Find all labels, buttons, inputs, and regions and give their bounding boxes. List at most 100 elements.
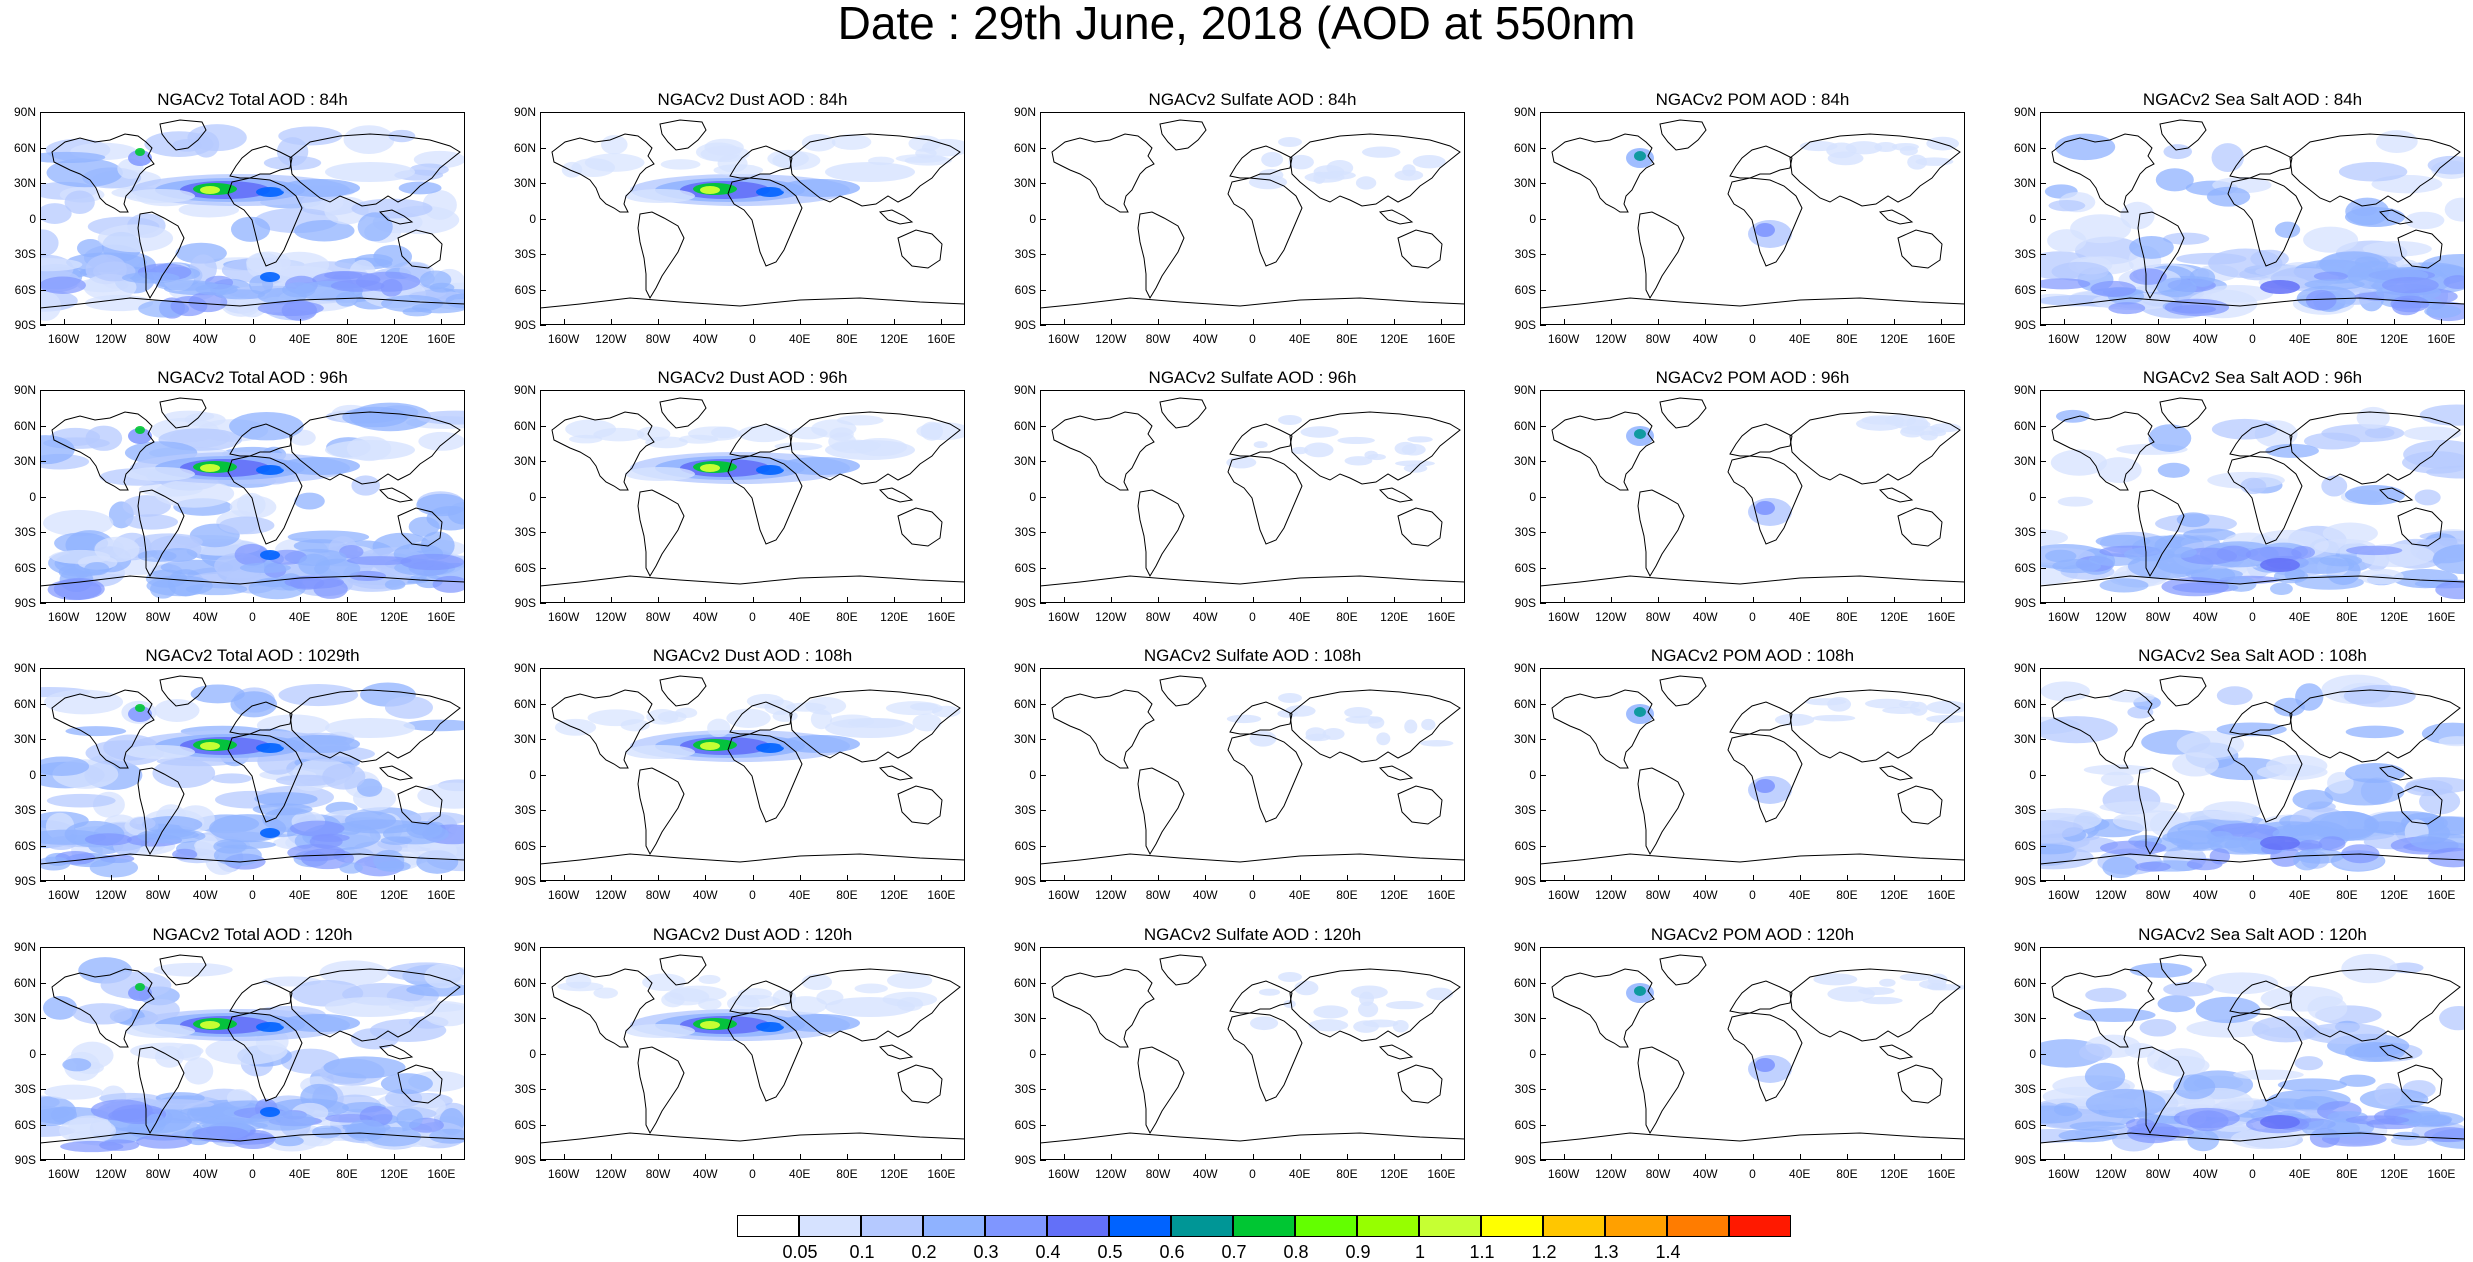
aod-field bbox=[1040, 397, 1465, 603]
lon-tick bbox=[1110, 1154, 1112, 1160]
lon-tick bbox=[2441, 597, 2443, 603]
lat-tick-label: 30S bbox=[14, 525, 36, 539]
lat-tick bbox=[540, 567, 546, 569]
panel-title: NGACv2 Sulfate AOD : 84h bbox=[1148, 90, 1357, 109]
aod-field bbox=[540, 954, 965, 1160]
aod-field bbox=[540, 397, 965, 603]
lat-tick bbox=[1540, 1053, 1546, 1055]
map-panel: NGACv2 Sea Salt AOD : 120h 90N 60N 30N 0 30S 6… bbox=[2000, 925, 2473, 1193]
lat-tick bbox=[40, 112, 46, 113]
panel-title: NGACv2 Sea Salt AOD : 84h bbox=[2142, 90, 2363, 109]
lon-tick bbox=[1846, 875, 1848, 881]
lon-tick-label: 80E bbox=[1836, 610, 1858, 624]
lat-tick bbox=[1040, 774, 1046, 776]
lat-tick-label: 60N bbox=[2013, 418, 2036, 433]
map-panel: NGACv2 Total AOD : 1029th 90N 60N 30N 0 30S 60… bbox=[0, 646, 500, 914]
aod-field bbox=[1540, 675, 1965, 881]
aod-map bbox=[1040, 390, 1465, 603]
lat-tick-label: 0 bbox=[1029, 211, 1036, 226]
lon-tick-label: 0 bbox=[2249, 888, 2256, 902]
lat-tick bbox=[40, 218, 46, 220]
lat-tick-label: 90N bbox=[2013, 105, 2036, 119]
lat-tick-label: 90N bbox=[1513, 383, 1536, 397]
lat-tick-label: 30S bbox=[14, 1082, 36, 1096]
lon-tick-label: 40E bbox=[1789, 610, 1811, 624]
lon-tick-label: 80W bbox=[2145, 888, 2171, 902]
panel-title: NGACv2 Total AOD : 1029th bbox=[145, 646, 360, 665]
map-panel: NGACv2 Total AOD : 84h 90N 60N 30N 0 30S 60S 90… bbox=[0, 90, 500, 358]
lon-tick bbox=[1299, 597, 1301, 603]
lon-tick-label: 160E bbox=[927, 332, 956, 346]
lon-tick-label: 80W bbox=[2145, 332, 2171, 346]
colorbar-label: 0.2 bbox=[911, 1242, 937, 1262]
lat-tick bbox=[1040, 390, 1046, 391]
lon-tick bbox=[1563, 875, 1565, 881]
lon-tick bbox=[1658, 875, 1660, 881]
lon-tick bbox=[799, 1154, 801, 1160]
lat-tick bbox=[2040, 254, 2046, 255]
lon-tick-label: 80E bbox=[836, 888, 858, 902]
lon-tick bbox=[1394, 1154, 1396, 1160]
lon-tick bbox=[1299, 319, 1301, 325]
lon-tick-label: 80W bbox=[145, 888, 171, 902]
aod-field bbox=[40, 397, 465, 603]
lon-tick-label: 160W bbox=[1047, 332, 1080, 346]
lat-tick-label: 30S bbox=[1014, 1082, 1036, 1096]
lat-tick-label: 90S bbox=[2014, 1153, 2036, 1167]
lon-tick bbox=[2252, 1154, 2254, 1160]
lat-tick-label: 30S bbox=[2014, 1082, 2036, 1096]
lon-tick bbox=[1799, 875, 1801, 881]
aod-map bbox=[1040, 112, 1465, 325]
lat-tick bbox=[540, 147, 546, 149]
lat-tick-label: 90N bbox=[1513, 940, 1536, 954]
aod-map bbox=[540, 390, 965, 603]
aod-field bbox=[1540, 397, 1965, 603]
lat-tick bbox=[2040, 982, 2046, 984]
aod-field bbox=[40, 954, 465, 1160]
aod-field bbox=[1540, 954, 1965, 1160]
lat-tick bbox=[40, 668, 46, 669]
lon-tick bbox=[941, 875, 943, 881]
lat-tick bbox=[1040, 147, 1046, 149]
lon-tick-label: 40W bbox=[692, 888, 718, 902]
lat-tick-label: 30S bbox=[1514, 525, 1536, 539]
lon-tick-label: 40E bbox=[1289, 888, 1311, 902]
map-panel: NGACv2 Dust AOD : 120h 90N 60N 30N 0 30S 60S 90… bbox=[500, 925, 1000, 1193]
aod-map bbox=[2040, 947, 2465, 1160]
aod-map bbox=[40, 112, 465, 325]
aod-field bbox=[540, 675, 965, 881]
colorbar-label: 0.9 bbox=[1345, 1242, 1371, 1262]
lat-tick-label: 60S bbox=[514, 838, 536, 853]
lon-tick bbox=[2346, 1154, 2348, 1160]
lon-tick-label: 80E bbox=[336, 1167, 358, 1181]
panel-title: NGACv2 Dust AOD : 108h bbox=[652, 646, 853, 665]
lon-tick-label: 40W bbox=[1692, 1167, 1718, 1181]
colorbar-swatch bbox=[1667, 1215, 1729, 1237]
lon-tick bbox=[1158, 1154, 1160, 1160]
lat-tick bbox=[40, 390, 46, 391]
lon-tick bbox=[2441, 1154, 2443, 1160]
map-panel: NGACv2 Total AOD : 96h 90N 60N 30N 0 30S 60S 90… bbox=[0, 368, 500, 636]
lon-tick bbox=[1441, 875, 1443, 881]
lon-tick bbox=[1563, 1154, 1565, 1160]
lat-tick-label: 30S bbox=[514, 525, 536, 539]
lon-tick-label: 120E bbox=[1380, 332, 1409, 346]
lat-tick bbox=[540, 183, 546, 184]
lon-tick-label: 40W bbox=[1192, 610, 1218, 624]
lon-tick-label: 80W bbox=[1145, 1167, 1171, 1181]
lon-tick-label: 40E bbox=[1789, 888, 1811, 902]
lat-tick bbox=[1540, 1160, 1546, 1161]
lon-tick-label: 120W bbox=[95, 1167, 127, 1181]
lat-tick-label: 90S bbox=[2014, 318, 2036, 332]
lon-tick-label: 160E bbox=[927, 610, 956, 624]
lat-tick bbox=[1540, 774, 1546, 776]
panel-title: NGACv2 Dust AOD : 96h bbox=[657, 368, 848, 387]
lat-tick bbox=[1540, 603, 1546, 604]
lon-tick-label: 160E bbox=[427, 332, 456, 346]
lon-tick bbox=[846, 319, 848, 325]
lon-tick-label: 40W bbox=[2192, 888, 2218, 902]
lon-tick bbox=[1563, 597, 1565, 603]
lon-tick bbox=[158, 597, 160, 603]
lon-tick bbox=[394, 1154, 396, 1160]
lat-tick bbox=[40, 1160, 46, 1161]
